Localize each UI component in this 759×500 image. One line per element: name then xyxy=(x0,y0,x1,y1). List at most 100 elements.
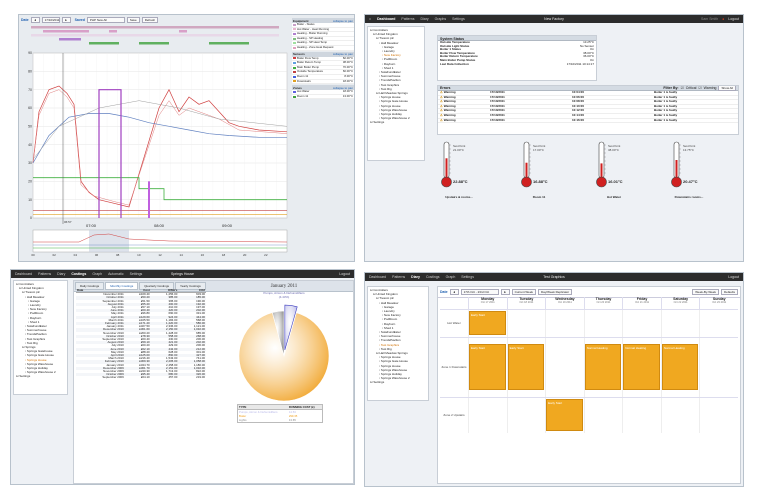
tree-item[interactable]: ▫ Shed 1 xyxy=(370,326,426,330)
tree-item[interactable]: ⊟ United Kingdom xyxy=(16,286,65,290)
legend-item[interactable]: Boiler Flow Temp 82.00°C xyxy=(292,56,354,62)
day-header[interactable]: Thursday Oct 20 2011 xyxy=(583,297,623,309)
calendar-cell[interactable] xyxy=(622,310,661,337)
calendar-cell[interactable] xyxy=(468,310,507,337)
tree-item[interactable]: ▫ Hall Meadow xyxy=(16,295,65,299)
tree-item[interactable]: ▫ Shed 1 xyxy=(16,320,65,324)
nav-graphs[interactable]: Graphs xyxy=(434,17,447,21)
tree-item[interactable]: ⊟ United Kingdom xyxy=(370,292,426,296)
nav-dashboard[interactable]: Dashboard xyxy=(369,275,387,279)
alarm-row[interactable]: ⚠ Warning 17/10/2011 10:08:00 Boiler 1 is f… xyxy=(438,99,738,105)
legend-section-header[interactable]: Zones collapse to pan xyxy=(292,85,354,91)
tree-item[interactable]: ▫ Springs Gate House xyxy=(370,359,426,363)
nav-settings[interactable]: Settings xyxy=(452,17,465,21)
day-header[interactable]: Saturday Oct 22 2011 xyxy=(660,297,700,309)
tree-item[interactable]: ▫ Test Graphics xyxy=(370,83,422,87)
prev-week-button[interactable]: ◄ xyxy=(449,289,459,295)
nav-costings[interactable]: Costings xyxy=(425,275,440,279)
tree-item[interactable]: ▫ Garage xyxy=(370,45,422,49)
tree-item[interactable]: ▫ Test Rig xyxy=(370,87,422,91)
tree-item[interactable]: ▫ Springs House xyxy=(16,358,65,362)
tree-item[interactable]: ▫ New Factory xyxy=(370,53,422,57)
calendar-cell[interactable] xyxy=(660,310,700,337)
diary-calendar[interactable]: Monday Oct 17 2011 Tuesday Oct 18 2011 Wedne… xyxy=(440,297,738,482)
tree-item[interactable]: ▫ Springs Gatehouse xyxy=(16,349,65,353)
column-header[interactable]: Date xyxy=(76,289,125,294)
table-row[interactable]: October 2009 £95.40 680.00 326.00 xyxy=(76,373,206,377)
table-row[interactable]: July 2011 £57.10 410.00 197.00 xyxy=(76,305,206,309)
alarm-row[interactable]: ⚠ Warning 17/10/2011 10:06:00 Boiler 1 is f… xyxy=(438,95,738,101)
table-row[interactable]: October 2010 £78.30 558.00 268.00 xyxy=(76,334,206,339)
date-range[interactable]: 17th Oct - 23rd Oct xyxy=(460,289,499,295)
legend-item[interactable]: Downstairs 18.00°C xyxy=(292,79,354,85)
thermometer[interactable]: Set-Point 38.00°C 16.01°C Hot Water xyxy=(592,139,632,205)
legend-item[interactable]: Room 11 13.00°C xyxy=(292,94,354,100)
tree-item[interactable]: ▫ Rayburn xyxy=(16,316,65,320)
nav-graph[interactable]: Graph xyxy=(445,275,456,279)
tree-item[interactable]: ▫ Springs House xyxy=(370,364,426,368)
calendar-cell[interactable] xyxy=(583,338,623,397)
tree-item[interactable]: ▫ Laundry xyxy=(16,303,65,307)
series-outside-temp[interactable] xyxy=(32,113,287,164)
tree-item[interactable]: ▫ Springs Warehouse xyxy=(370,108,422,112)
thermometer[interactable]: Set-Point 17.00°C 16.88°C Room 11 xyxy=(517,139,557,205)
legend-row[interactable]: Lights 13.65 xyxy=(238,418,323,423)
date-input[interactable]: 17/10/2011 xyxy=(41,17,60,23)
tree-item[interactable]: ▫ Summerhouse xyxy=(370,334,426,338)
logout-link[interactable]: Logout xyxy=(728,17,739,21)
nav-dashboard[interactable]: Dashboard xyxy=(377,17,396,21)
tree-item[interactable]: ▫ Hall Meadow xyxy=(370,41,422,45)
show-all-button[interactable]: Show All xyxy=(718,86,736,91)
table-row[interactable]: April 2010 £125.00 890.00 427.00 xyxy=(76,353,206,358)
event-bar[interactable] xyxy=(109,30,117,33)
nav-automatic[interactable]: Automatic xyxy=(108,272,124,276)
event-bar[interactable] xyxy=(139,42,169,45)
date-next-button[interactable]: ► xyxy=(61,17,71,23)
table-row[interactable]: September 2009 £64.10 457.00 219.00 xyxy=(76,376,206,379)
column-header[interactable]: Cost xyxy=(124,289,151,294)
nav-patterns[interactable]: Patterns xyxy=(38,272,52,276)
legend-item[interactable]: Hot Water - Heat Running xyxy=(292,27,354,33)
diary-event[interactable]: Normal Heating xyxy=(584,344,622,390)
day-header[interactable]: Tuesday Oct 18 2011 xyxy=(506,297,546,309)
table-row[interactable]: February 2011 £171.20 1,220.00 586.00 xyxy=(76,321,206,326)
graph-chart[interactable]: 90 80 70 60 50 40 30 20 10 0 06:57 07:00 08:00 09:00 0… xyxy=(19,23,291,261)
tree-item[interactable]: ▫ Springs House xyxy=(370,355,426,359)
legend-item[interactable]: Room 11 8.00°C xyxy=(292,74,354,80)
table-row[interactable]: August 2011 £55.20 400.00 192.00 xyxy=(76,302,206,307)
tree-item[interactable]: ▫ Laundry xyxy=(370,309,426,313)
site-tree[interactable]: ⊟ Controllers ⊟ United Kingdom ⊟ Trescot p… xyxy=(367,286,429,401)
tree-item[interactable]: ▫ Springs Gate House xyxy=(16,353,65,357)
series-room-11[interactable] xyxy=(32,100,288,160)
tree-item[interactable]: ▫ Test Graphics xyxy=(370,343,426,347)
diary-event[interactable]: Normal Heating xyxy=(623,344,660,390)
table-row[interactable]: April 2011 £129.60 924.00 444.00 xyxy=(76,315,206,319)
event-bar[interactable] xyxy=(209,42,249,45)
nav-graph[interactable]: Graph xyxy=(92,272,103,276)
tree-item[interactable]: ▫ SolaFundEster xyxy=(370,70,422,74)
pie-slice[interactable] xyxy=(238,312,330,402)
tree-item[interactable]: ⊟ Controllers xyxy=(370,288,426,292)
tree-item[interactable]: ⊟ Trescot plc xyxy=(370,296,426,300)
tree-item[interactable]: ▫ TrendsPavilion xyxy=(16,332,65,336)
event-bar[interactable] xyxy=(179,30,187,33)
legend-row[interactable]: Pumps, Aircon & Dehumidifiers 14.53 xyxy=(238,410,323,415)
tree-item[interactable]: ⊟ Hall Meadow Springs xyxy=(370,91,422,95)
tree-item[interactable]: ⊟ Controllers xyxy=(16,282,65,286)
legend-item[interactable]: Main Boiler Pump 70.00°C xyxy=(292,65,354,71)
day-header[interactable]: Monday Oct 17 2011 xyxy=(468,297,507,309)
calendar-cell[interactable] xyxy=(660,338,700,397)
thermometer[interactable]: Set-Point 21.00°C 22.88°C Upstairs & rooms… xyxy=(437,139,477,205)
table-row[interactable]: November 2009 £240.30 1,713.00 822.00 xyxy=(76,369,206,373)
column-header[interactable]: CO2 xyxy=(178,289,206,294)
tree-item[interactable]: ▫ Garage xyxy=(370,305,426,309)
table-row[interactable]: May 2011 £96.80 690.00 331.00 xyxy=(76,312,206,315)
site-tree[interactable]: ⊟ Controllers ⊟ United Kingdom ⊟ Trescot p… xyxy=(13,280,68,395)
tree-item[interactable]: ▫ Shed 1 xyxy=(370,66,422,70)
nav-costings[interactable]: Costings xyxy=(71,272,87,276)
calendar-cell[interactable] xyxy=(622,398,661,433)
diary-event[interactable]: Early Start xyxy=(469,344,506,390)
tree-item[interactable]: ▫ Test Graphics xyxy=(16,337,65,341)
legend-item[interactable]: Heating - Boiler Running xyxy=(292,32,354,37)
tree-item[interactable]: ▫ Springs Holiday xyxy=(370,372,426,376)
